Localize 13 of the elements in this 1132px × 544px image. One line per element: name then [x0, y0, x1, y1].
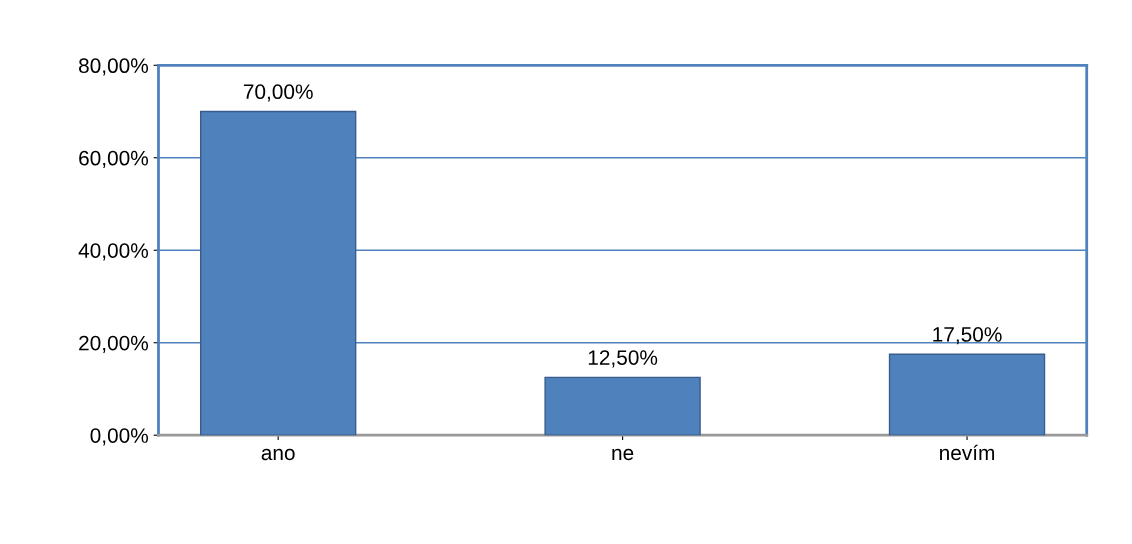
data-label: 17,50% — [933, 327, 1002, 345]
data-label: 70,00% — [243, 84, 313, 102]
bar — [888, 353, 1046, 436]
y-tick-label: 40,00% — [78, 243, 149, 261]
data-label: 12,50% — [588, 350, 658, 368]
y-tick-label: 20,00% — [79, 335, 149, 353]
y-tick-label: 80,00% — [79, 58, 149, 76]
x-tick-label: nevím — [940, 444, 995, 461]
y-tick-label: 60,00% — [79, 150, 149, 168]
x-tick-label: ano — [261, 448, 295, 461]
y-tick-label: 0,00% — [90, 428, 149, 446]
bar — [544, 376, 701, 436]
x-tick-label: ne — [612, 448, 634, 461]
